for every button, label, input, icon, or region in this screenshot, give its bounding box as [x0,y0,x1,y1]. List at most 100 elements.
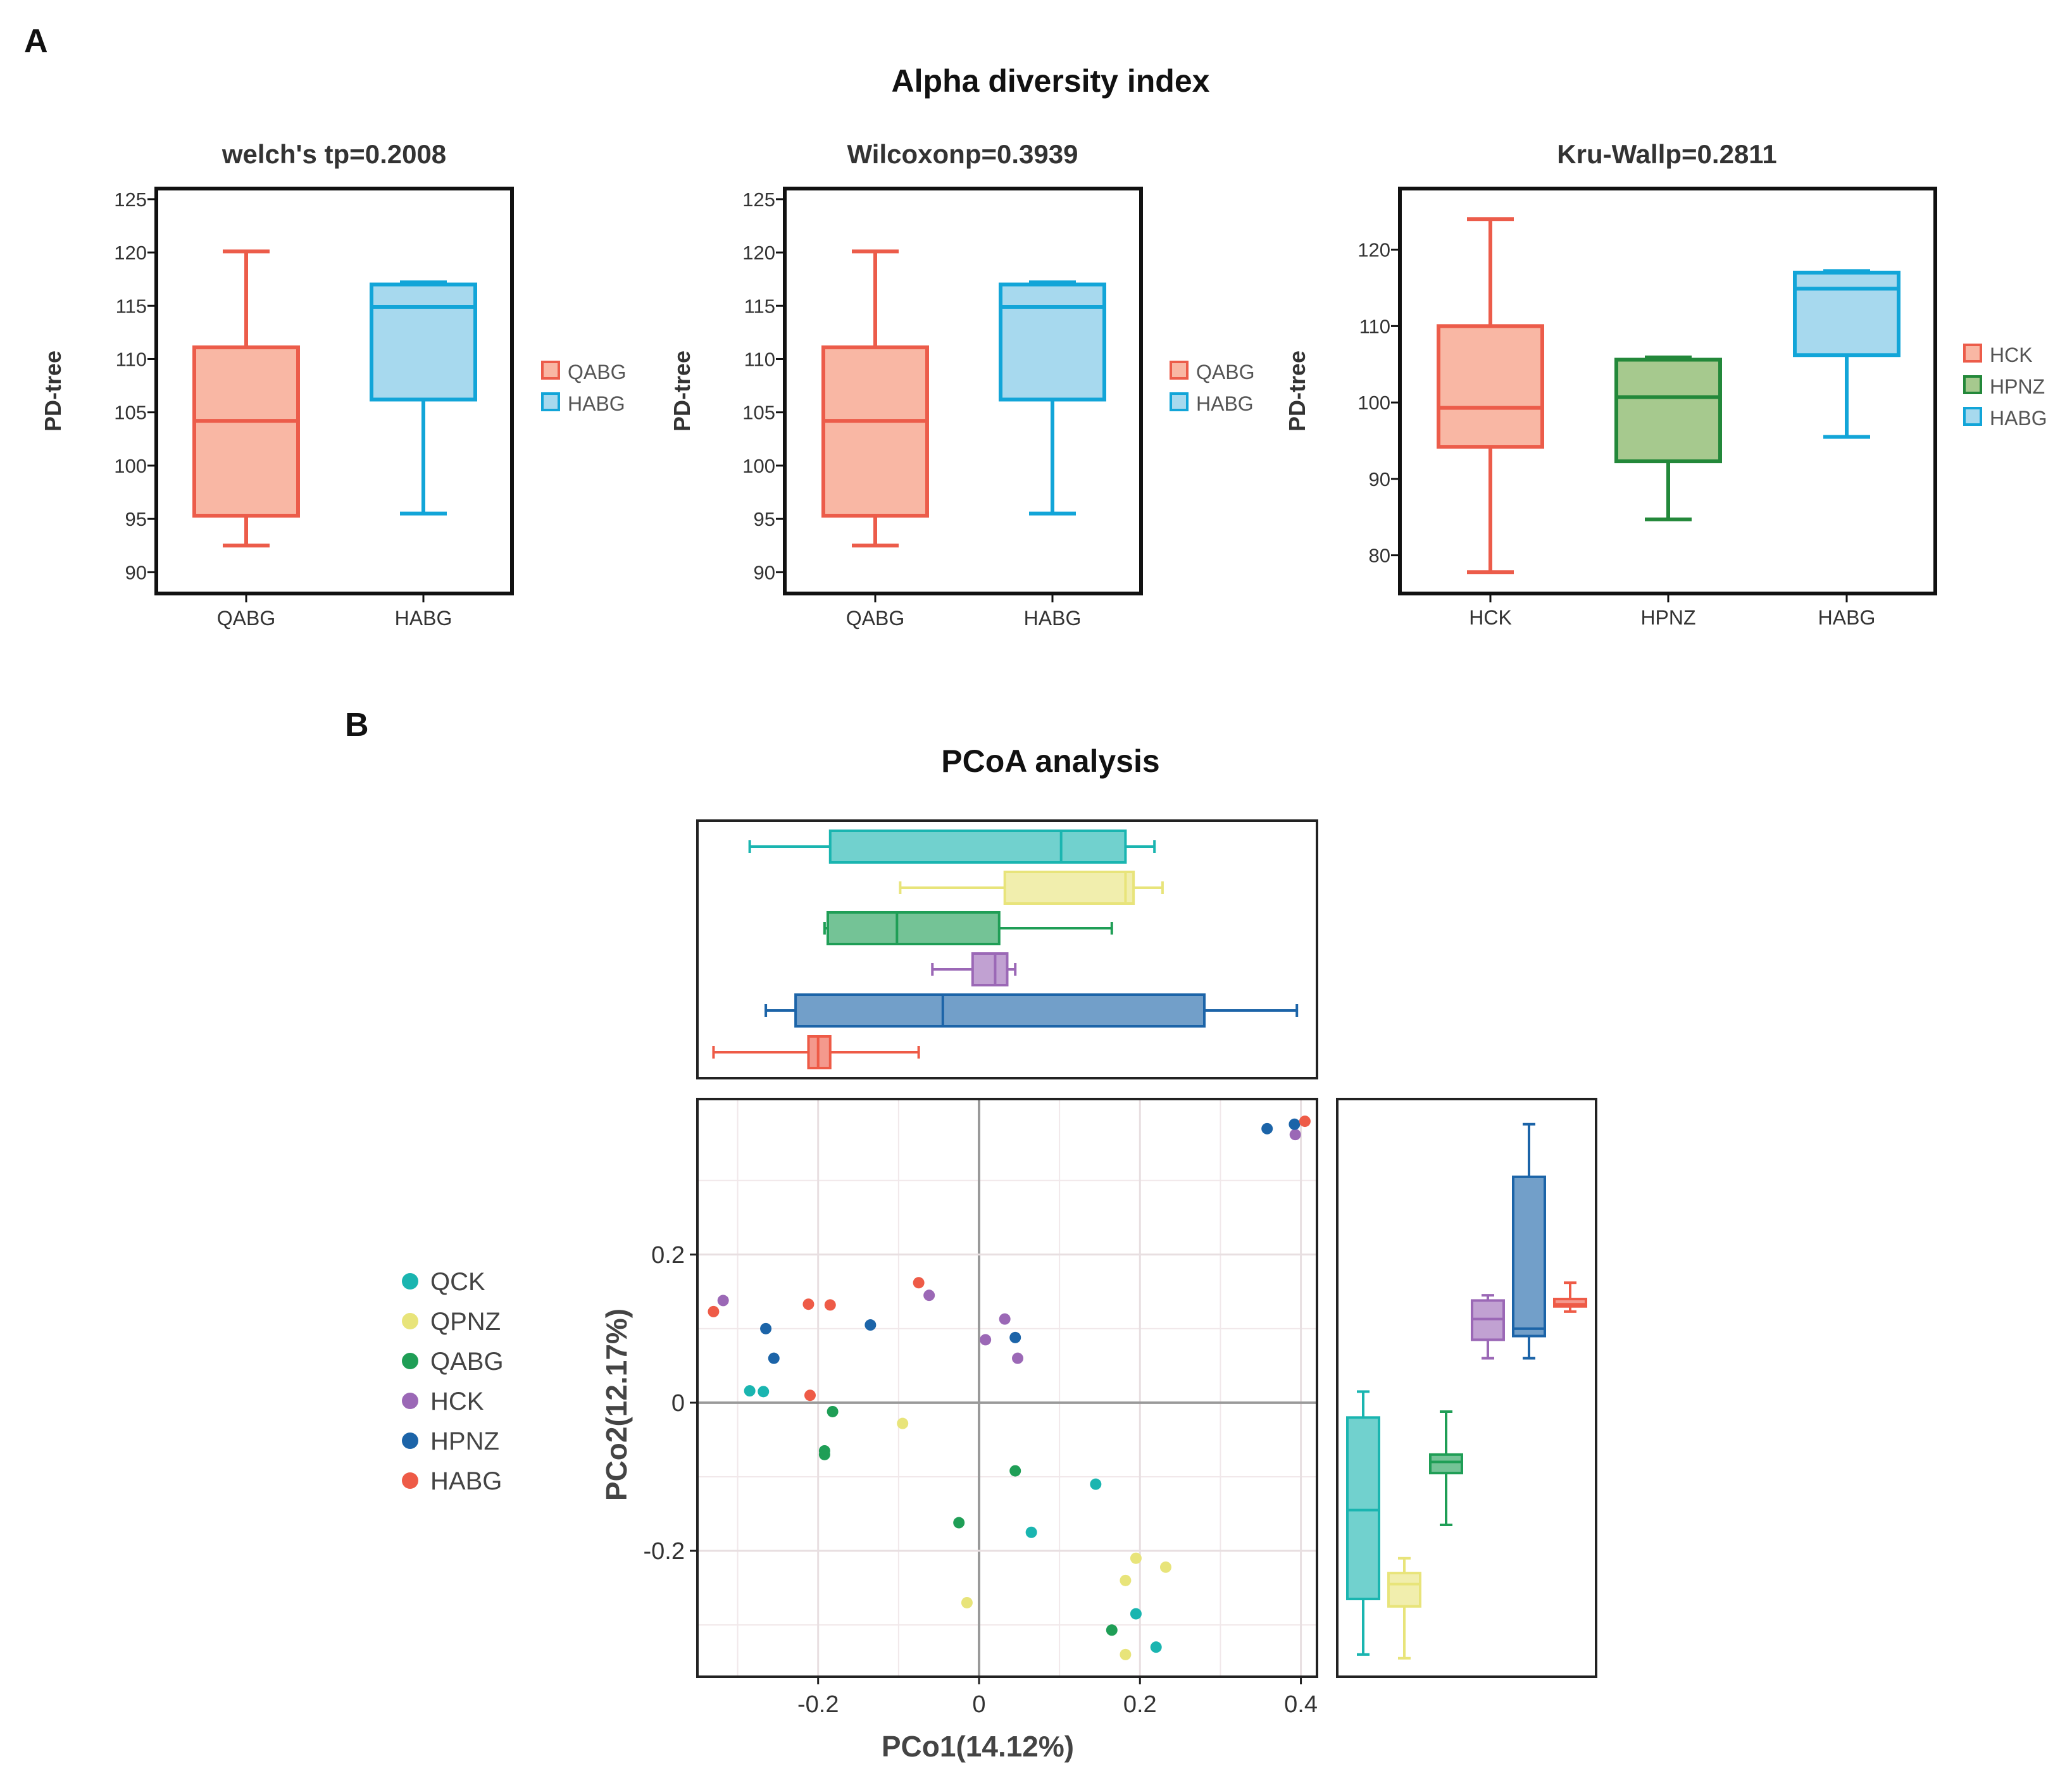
y-tick-label: 115 [116,295,147,317]
scatter-point-qck [1090,1478,1102,1490]
right-boxplot-frame [1336,1098,1597,1678]
legend-label: QABG [1196,361,1254,383]
legend-label: HPNZ [430,1427,499,1455]
pcoa-x-label: PCo1(14.12%) [882,1730,1074,1763]
box-body [1793,270,1900,357]
y-tick-label: 0.2 [651,1242,685,1269]
y-tick-label: 120 [1357,239,1390,261]
pcoa-chart: PCo1(14.12%) PCo2(12.17%) -0.2 0 0.2 0.4 -0.… [402,819,1597,1763]
legend-label: HABG [1196,392,1254,415]
box-body [821,345,929,518]
alpha-chart-title: Wilcoxonp=0.3939 [847,139,1078,169]
scatter-point-qabg [818,1448,830,1460]
legend-swatch [541,392,560,411]
legend-label: HABG [1990,407,2047,430]
scatter-point-hpnz [864,1319,877,1331]
panel-b-title: PCoA analysis [941,743,1160,779]
legend-marker [402,1313,418,1329]
plot-background [697,1099,1317,1677]
pcoa-y-label: PCo2(12.17%) [600,1308,633,1501]
legend-marker [402,1393,418,1409]
scatter-point-hpnz [1009,1331,1021,1343]
y-tick-label: 120 [114,242,147,264]
scatter-point-hpnz [760,1322,772,1334]
scatter-point-qabg [1106,1624,1118,1636]
scatter-point-hck [980,1334,992,1346]
box-body [971,952,1009,986]
scatter-point-qck [1130,1608,1142,1620]
alpha-y-label: PD-tree [1284,351,1310,432]
y-tick-label: 125 [742,189,775,211]
scatter-point-hck [999,1313,1011,1325]
x-tick-label: HABG [395,607,452,630]
legend-marker [402,1472,418,1489]
scatter-point-hpnz [1261,1122,1273,1134]
box-body [826,911,1001,945]
plot-frame [154,187,514,595]
x-tick-label: HABG [1024,607,1082,630]
legend-label: HCK [430,1388,484,1415]
y-tick-label: 95 [754,508,775,530]
legend-swatch [1170,361,1189,380]
box-body [794,993,1206,1028]
legend-marker [402,1353,418,1369]
scatter-point-qabg [1009,1465,1021,1477]
alpha-y-label: PD-tree [40,351,66,432]
legend-label: HABG [568,392,625,415]
scatter-point-qck [744,1385,756,1397]
x-tick-label: HCK [1469,606,1512,629]
y-tick-label: 100 [1357,392,1390,414]
legend-label: HCK [1990,344,2033,366]
box-body [1512,1175,1546,1338]
box-body [192,345,300,518]
legend-swatch [1963,407,1982,426]
scatter-point-qpnz [1130,1552,1142,1564]
scatter-point-hck [1012,1352,1024,1364]
x-tick-label: 0 [972,1691,985,1718]
scatter-point-habg [1299,1116,1311,1128]
legend-label: HPNZ [1990,375,2045,398]
x-tick-label: QABG [217,607,275,630]
scatter-point-habg [802,1298,814,1310]
x-tick-label: QABG [846,607,904,630]
scatter-point-hck [717,1295,729,1307]
alpha-chart-welch: welch's tp=0.2008 PD-tree QABG HABG QABG… [40,139,626,630]
legend-label: QCK [430,1268,485,1296]
box-body [1429,1453,1463,1475]
plot-frame [696,1098,1318,1678]
box-body [1614,357,1722,464]
legend-marker [402,1433,418,1449]
box-body [1437,324,1544,449]
scatter-point-hck [1289,1129,1301,1141]
legend-swatch [1170,392,1189,411]
x-tick-label: HPNZ [1640,606,1695,629]
y-tick-label: 90 [1369,468,1390,490]
legend-swatch [1963,344,1982,363]
box-body [1387,1572,1421,1608]
legend-label: QPNZ [430,1308,501,1336]
legend-swatch [541,361,560,380]
alpha-chart-wilcoxon: Wilcoxonp=0.3939 PD-tree QABG HABG QABG … [669,139,1254,630]
scatter-point-hpnz [1289,1118,1301,1130]
y-tick-label: 90 [754,561,775,583]
box-body [999,282,1106,402]
scatter-point-qabg [827,1405,839,1417]
scatter-point-hck [923,1290,935,1302]
box-body [1553,1298,1587,1308]
box-body [1003,871,1135,905]
legend-label: QABG [430,1348,504,1376]
x-tick-label: 0.4 [1284,1691,1318,1718]
alpha-chart-title: Kru-Wallp=0.2811 [1557,139,1776,169]
y-tick-label: -0.2 [644,1538,685,1565]
y-tick-label: 115 [744,295,775,317]
scatter-point-qpnz [961,1596,973,1608]
box-body [828,830,1127,864]
y-tick-label: 100 [114,455,147,477]
scatter-point-habg [708,1305,720,1317]
y-tick-label: 110 [1359,315,1390,337]
box-body [1346,1416,1380,1601]
legend-label: QABG [568,361,626,383]
scatter-point-qpnz [897,1417,909,1429]
y-tick-label: 0 [671,1390,685,1417]
